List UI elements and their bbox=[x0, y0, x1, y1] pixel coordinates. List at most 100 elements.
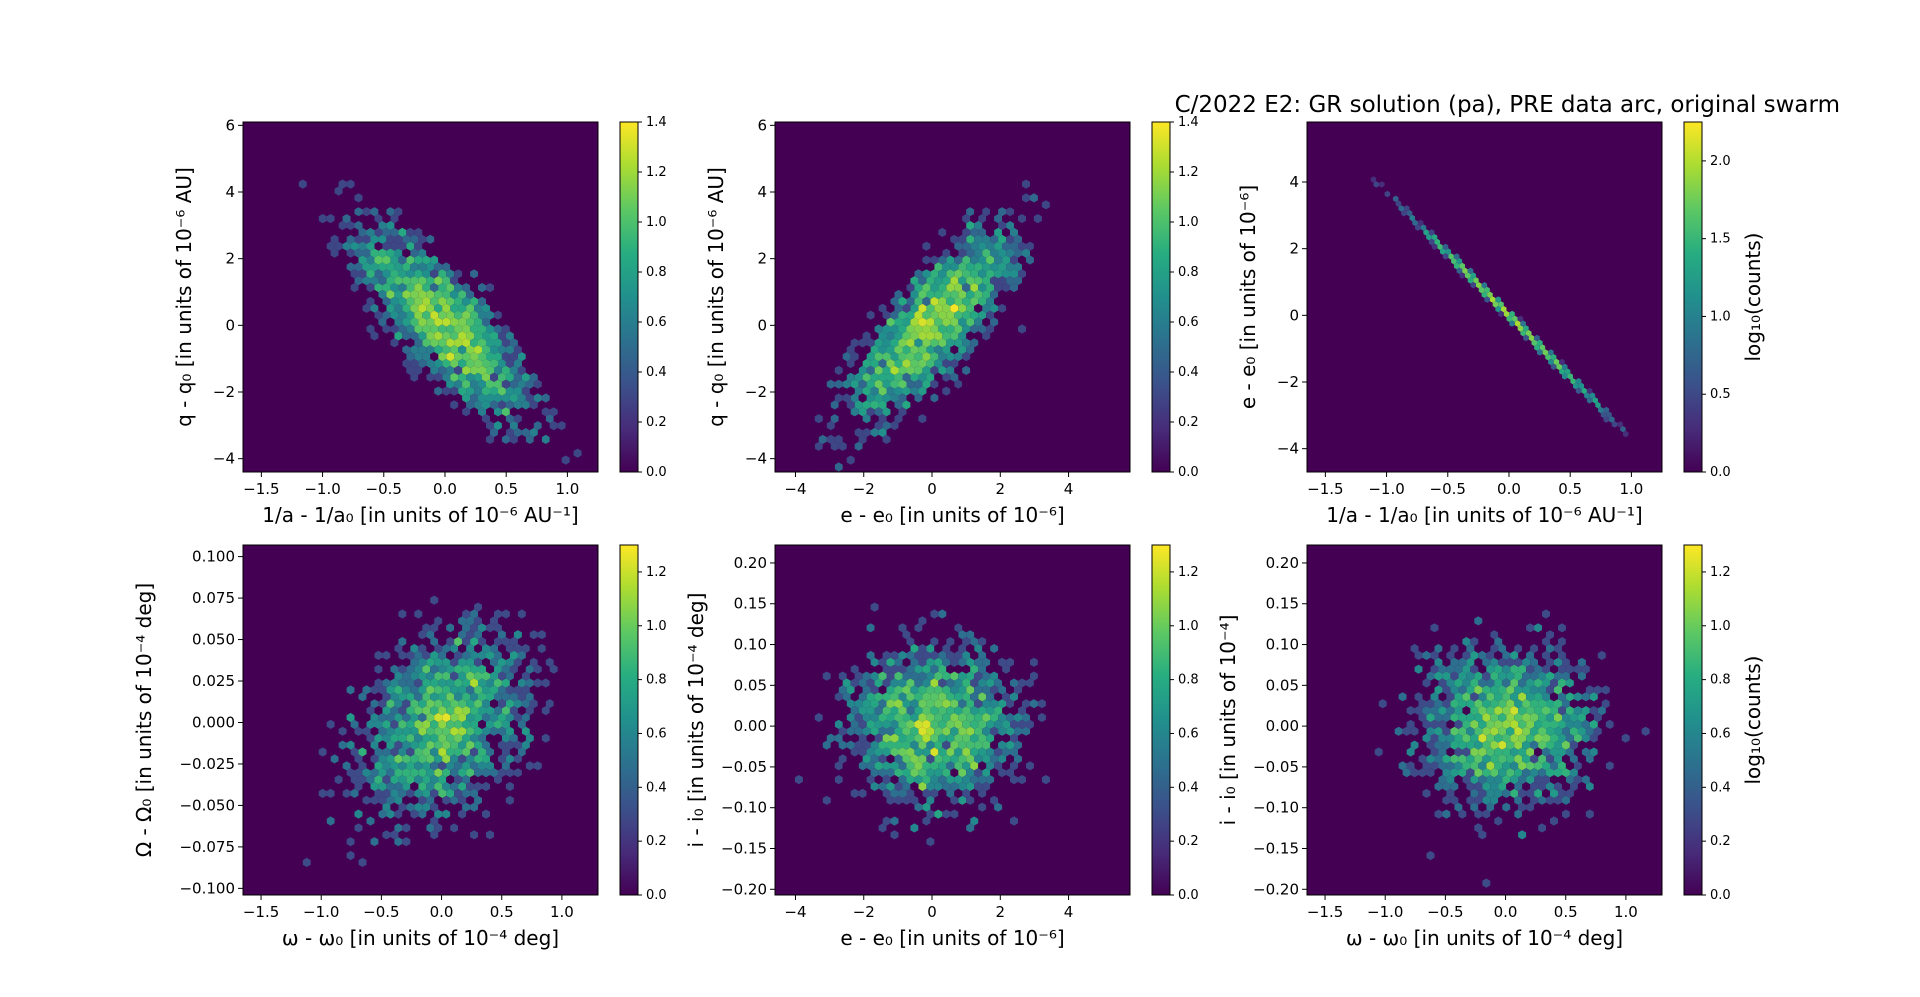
hexbin-cell bbox=[374, 255, 383, 265]
hexbin-cell bbox=[1446, 719, 1455, 729]
hexbin-cell bbox=[541, 352, 550, 362]
hexbin-cell bbox=[1550, 816, 1558, 826]
hexbin-cell bbox=[466, 358, 475, 369]
hexbin-cell bbox=[946, 365, 955, 375]
hexbin-cell bbox=[1478, 830, 1487, 840]
hexbin-cell bbox=[1520, 320, 1526, 327]
colorbar-tick-label: 0.0 bbox=[1178, 465, 1199, 480]
hexbin-cell bbox=[918, 781, 927, 792]
hexbin-cell bbox=[970, 365, 979, 375]
hexbin-cell bbox=[1022, 262, 1030, 272]
hexbin-cell bbox=[533, 650, 542, 660]
hexbin-cell bbox=[826, 421, 835, 431]
hexbin-cell bbox=[1486, 719, 1495, 729]
hexbin-cell bbox=[501, 310, 510, 320]
hexbin-cell bbox=[1562, 699, 1570, 709]
hexbin-cell bbox=[894, 400, 903, 410]
hexbin-cell bbox=[878, 685, 887, 695]
hexbin-cell bbox=[946, 227, 955, 237]
hexbin-cell bbox=[934, 712, 943, 723]
hexbin-cell bbox=[838, 386, 847, 396]
hexbin-cell bbox=[358, 241, 367, 251]
hexbin-cell bbox=[462, 788, 471, 798]
hexbin-cell bbox=[422, 788, 431, 798]
hexbin-cell bbox=[422, 365, 431, 375]
hexbin-cell bbox=[342, 227, 351, 237]
hexbin-cell bbox=[1018, 761, 1026, 771]
hexbin-cell bbox=[462, 568, 471, 578]
x-tick-label: −1.5 bbox=[1307, 903, 1343, 921]
hexbin-cell bbox=[386, 809, 395, 819]
hexbin-cell bbox=[946, 623, 955, 633]
hexbin-cell bbox=[1609, 699, 1618, 709]
hexbin-cell bbox=[426, 699, 435, 709]
hexbin-cell bbox=[470, 338, 478, 348]
hexbin-cell bbox=[1486, 816, 1495, 826]
hexbin-cell bbox=[958, 345, 967, 355]
hexbin-cell bbox=[490, 345, 498, 355]
hexbin-cell bbox=[450, 372, 459, 382]
hexbin-cell bbox=[910, 726, 919, 736]
hexbin-cell bbox=[370, 809, 379, 819]
hexbin-cell bbox=[1585, 823, 1594, 833]
hexbin-cell bbox=[418, 630, 427, 640]
hexbin-cell bbox=[1438, 719, 1447, 729]
hexbin-cell bbox=[1438, 678, 1447, 688]
hexbin-cell bbox=[1538, 781, 1546, 792]
hexbin-cell bbox=[970, 379, 979, 389]
hexbin-cell bbox=[438, 338, 447, 348]
hexbin-cell bbox=[1470, 650, 1479, 660]
hexbin-cell bbox=[390, 296, 399, 306]
hexbin-cell bbox=[790, 754, 799, 764]
hexbin-cell bbox=[1446, 650, 1455, 660]
hexbin-cell bbox=[970, 214, 979, 224]
hexbin-cell bbox=[938, 421, 947, 431]
hexbin-cell bbox=[513, 372, 522, 382]
hexbin-cell bbox=[1490, 726, 1499, 736]
hexbin-cell bbox=[1458, 685, 1467, 695]
hexbin-cell bbox=[462, 692, 471, 702]
hexbin-cell bbox=[938, 338, 947, 348]
hexbin-cell bbox=[410, 754, 419, 764]
hexbin-cell bbox=[1422, 733, 1431, 743]
hexbin-cell bbox=[914, 393, 923, 403]
hexbin-cell bbox=[414, 255, 423, 265]
hexbin-cell bbox=[490, 712, 498, 723]
hexbin-cell bbox=[918, 372, 927, 382]
hexbin-cell bbox=[442, 712, 451, 723]
hexbin-cell bbox=[810, 365, 819, 375]
hexbin-cell bbox=[834, 379, 843, 389]
hexbin-cell bbox=[1474, 726, 1483, 736]
hexbin-cell bbox=[890, 324, 899, 334]
hexbin-cell bbox=[418, 262, 427, 272]
hexbin-cell bbox=[414, 719, 423, 729]
hexbin-cell bbox=[1550, 761, 1558, 771]
hexbin-cell bbox=[458, 303, 467, 313]
hexbin-cell bbox=[838, 740, 847, 750]
hexbin-cell bbox=[466, 809, 475, 819]
hexbin-cell bbox=[814, 414, 823, 424]
hexbin-cell bbox=[1465, 272, 1471, 279]
hexbin-cell bbox=[1434, 726, 1443, 736]
hexbin-cell bbox=[1522, 685, 1531, 695]
hexbin-cell bbox=[1010, 747, 1018, 757]
hexbin-cell bbox=[501, 706, 510, 716]
hexbin-cell bbox=[342, 310, 351, 320]
hexbin-cell bbox=[310, 214, 319, 224]
hexbin-cell bbox=[426, 850, 435, 861]
hexbin-cell bbox=[474, 358, 482, 369]
hexbin-cell bbox=[446, 719, 455, 729]
hexbin-cell bbox=[910, 768, 919, 778]
hexbin-cell bbox=[930, 310, 939, 320]
hexbin-cell bbox=[402, 276, 411, 286]
hexbin-cell bbox=[414, 352, 423, 362]
hexbin-cell bbox=[374, 733, 383, 743]
hexbin-cell bbox=[858, 379, 867, 389]
hexbin-cell bbox=[1510, 637, 1519, 647]
hexbin-cell bbox=[914, 241, 923, 251]
panel-p5: −4 −2 0 2 4−0.20−0.15−0.10−0.050.000.050.100… bbox=[684, 544, 1199, 950]
hexbin-cell bbox=[1398, 692, 1407, 702]
hexbin-cell bbox=[1494, 664, 1503, 674]
hexbin-cell bbox=[914, 379, 923, 389]
